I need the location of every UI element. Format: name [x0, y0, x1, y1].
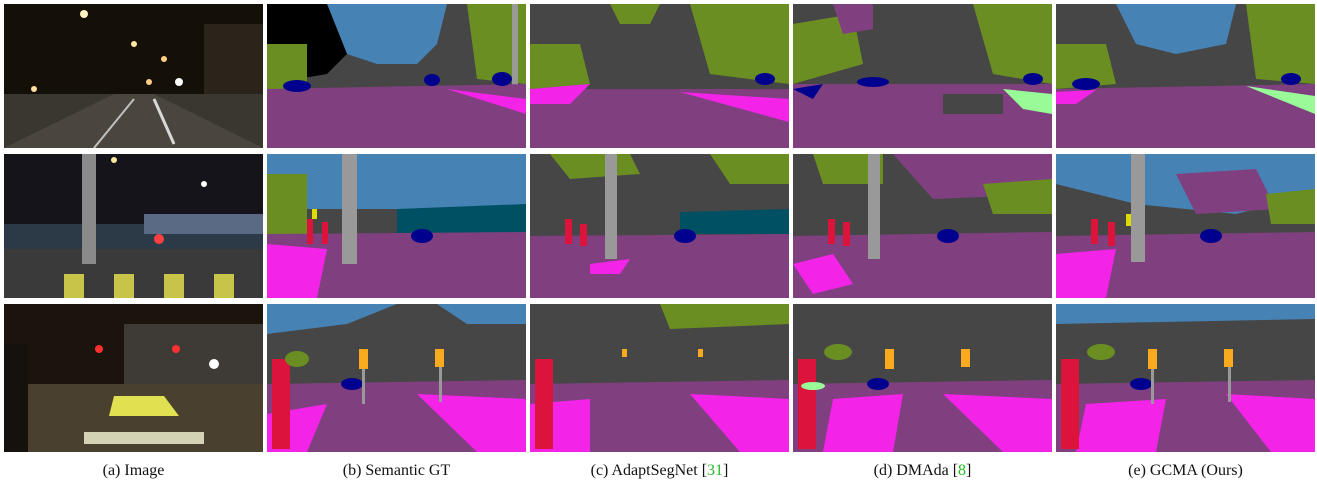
caption-adaptsegnet: (c) AdaptSegNet [31] [590, 462, 729, 479]
caption-semantic-gt: (b) Semantic GT [342, 462, 451, 479]
caption-row: (a) Image (b) Semantic GT (c) AdaptSegNe… [0, 456, 1317, 486]
image-r1 [4, 4, 263, 148]
citation-link[interactable]: 8 [958, 462, 967, 479]
semantic-gt-r1 [267, 4, 526, 148]
image-r3 [4, 304, 263, 452]
semantic-gt-r2 [267, 154, 526, 298]
figure-grid [4, 4, 1315, 452]
dmada-r3 [793, 304, 1052, 452]
caption-gcma: (e) GCMA (Ours) [1128, 462, 1243, 479]
semantic-gt-r3 [267, 304, 526, 452]
dmada-r1 [793, 4, 1052, 148]
gcma-r1 [1056, 4, 1315, 148]
adaptsegnet-r3 [530, 304, 789, 452]
gcma-r2 [1056, 154, 1315, 298]
dmada-r2 [793, 154, 1052, 298]
caption-image: (a) Image [102, 462, 165, 479]
adaptsegnet-r1 [530, 4, 789, 148]
citation-link[interactable]: 31 [707, 462, 724, 479]
adaptsegnet-r2 [530, 154, 789, 298]
image-r2 [4, 154, 263, 298]
caption-dmada: (d) DMAda [8] [873, 462, 972, 479]
gcma-r3 [1056, 304, 1315, 452]
